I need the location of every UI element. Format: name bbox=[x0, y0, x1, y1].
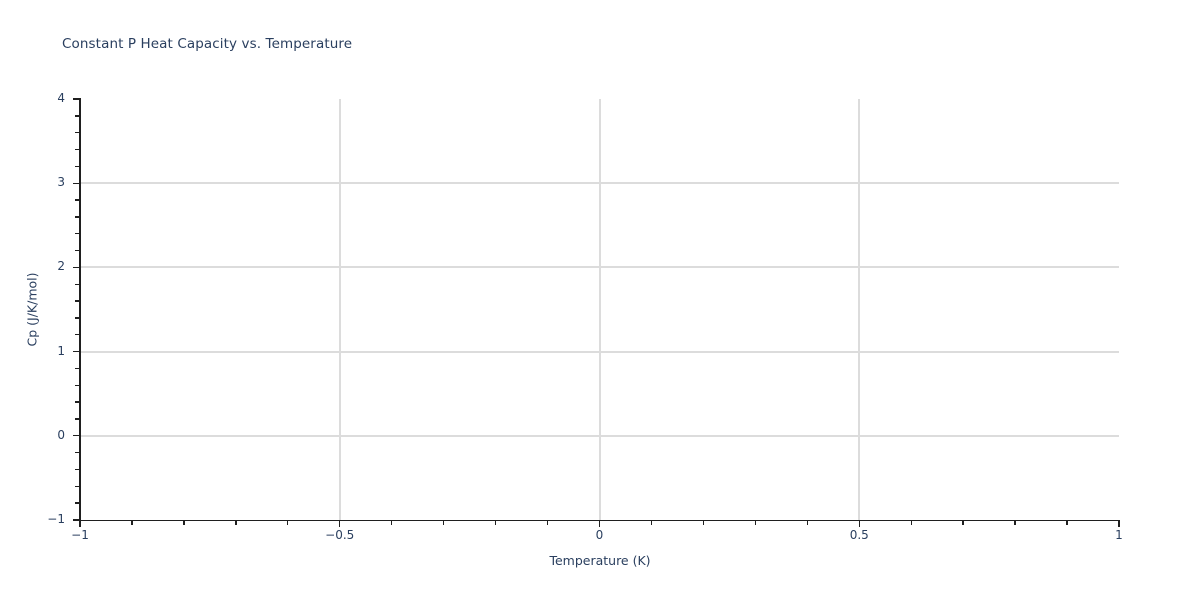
x-axis-minor-tick bbox=[650, 520, 653, 525]
gridline-vertical bbox=[858, 99, 861, 520]
y-axis-major-tick bbox=[73, 98, 80, 100]
y-axis-minor-tick bbox=[75, 367, 80, 370]
y-axis-minor-tick bbox=[75, 485, 80, 487]
y-axis-minor-tick bbox=[75, 148, 80, 151]
plot-area bbox=[80, 99, 1119, 520]
x-axis-minor-tick bbox=[1014, 520, 1016, 525]
x-axis-minor-tick bbox=[806, 520, 808, 525]
y-axis-major-tick bbox=[73, 519, 80, 521]
x-axis-tick-label: −0.5 bbox=[325, 528, 355, 542]
x-axis-minor-tick bbox=[494, 520, 497, 525]
x-axis-major-tick bbox=[1118, 520, 1120, 527]
x-axis-tick-label: 0 bbox=[595, 528, 604, 542]
x-axis-tick-label: 1 bbox=[1115, 528, 1123, 542]
x-axis-major-tick bbox=[858, 520, 860, 527]
y-axis-major-tick bbox=[73, 350, 80, 353]
y-axis-minor-tick bbox=[75, 199, 80, 201]
x-axis-minor-tick bbox=[754, 520, 757, 525]
y-axis-minor-tick bbox=[75, 502, 80, 504]
x-axis-minor-tick bbox=[962, 520, 964, 525]
x-axis-tick-label: 0.5 bbox=[849, 528, 869, 542]
x-axis-minor-tick bbox=[910, 520, 912, 525]
x-axis-minor-tick bbox=[183, 520, 185, 525]
y-axis-major-tick bbox=[73, 435, 80, 437]
y-axis-minor-tick bbox=[75, 249, 80, 252]
y-axis-title: Cp (J/K/mol) bbox=[24, 272, 40, 347]
x-axis-tick-label: −1 bbox=[71, 528, 89, 542]
gridline-vertical bbox=[598, 99, 601, 520]
y-axis-minor-tick bbox=[75, 334, 80, 336]
x-axis-minor-tick bbox=[442, 520, 445, 525]
y-axis-major-tick bbox=[73, 266, 80, 269]
x-axis-minor-tick bbox=[131, 520, 133, 525]
y-axis-tick-label: 0 bbox=[57, 427, 65, 442]
x-axis-title: Temperature (K) bbox=[549, 553, 651, 568]
y-axis-tick-label: −1 bbox=[47, 512, 65, 526]
gridline-vertical bbox=[338, 99, 341, 520]
x-axis-minor-tick bbox=[287, 520, 289, 525]
y-axis-minor-tick bbox=[75, 283, 80, 285]
chart-title: Constant P Heat Capacity vs. Temperature bbox=[62, 36, 353, 52]
y-axis-minor-tick bbox=[75, 115, 80, 117]
y-axis-major-tick bbox=[73, 182, 80, 184]
x-axis-minor-tick bbox=[1066, 520, 1068, 525]
x-axis-major-tick bbox=[598, 520, 601, 527]
x-axis-major-tick bbox=[339, 520, 341, 527]
y-axis-minor-tick bbox=[75, 317, 80, 319]
y-axis-tick-label: 2 bbox=[57, 259, 65, 274]
x-axis-minor-tick bbox=[702, 520, 705, 525]
y-axis-minor-tick bbox=[75, 233, 80, 235]
y-axis-minor-tick bbox=[75, 401, 80, 403]
x-axis-major-tick bbox=[79, 520, 81, 527]
y-axis-minor-tick bbox=[75, 300, 80, 302]
x-axis-minor-tick bbox=[546, 520, 549, 525]
x-axis-minor-tick bbox=[235, 520, 237, 525]
y-axis-minor-tick bbox=[75, 451, 80, 454]
y-axis-minor-tick bbox=[75, 418, 80, 420]
y-axis-minor-tick bbox=[75, 384, 80, 386]
y-axis-tick-label: 3 bbox=[57, 175, 65, 190]
y-axis-minor-tick bbox=[75, 165, 80, 168]
y-axis-spine bbox=[79, 98, 81, 521]
y-axis-minor-tick bbox=[75, 131, 80, 134]
y-axis-minor-tick bbox=[75, 216, 80, 218]
y-axis-tick-label: 4 bbox=[57, 91, 65, 105]
y-axis-tick-label: 1 bbox=[57, 343, 65, 358]
x-axis-minor-tick bbox=[391, 520, 393, 525]
y-axis-minor-tick bbox=[75, 468, 80, 471]
